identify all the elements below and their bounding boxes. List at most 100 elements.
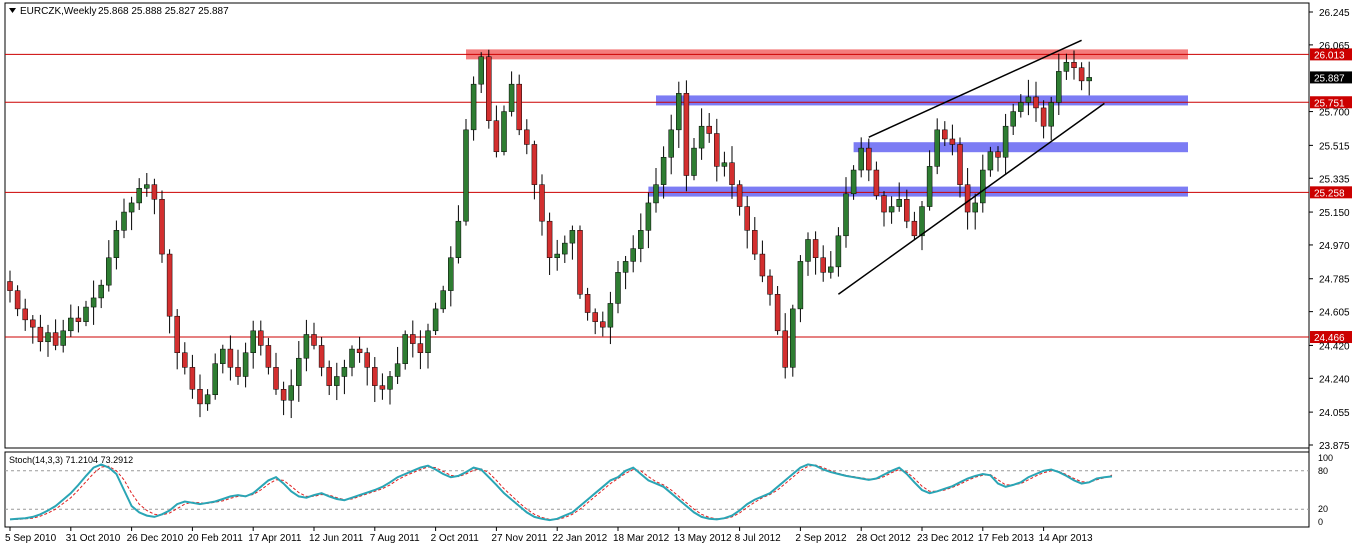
hline-label-0: 26.013 <box>1314 50 1345 61</box>
candle-bull <box>805 239 811 262</box>
candle-bull <box>212 363 218 396</box>
stoch-axis-label: 80 <box>1318 466 1328 476</box>
candle-bull <box>90 297 97 308</box>
main-chart-frame <box>4 2 1310 449</box>
hline-label-2: 25.258 <box>1314 188 1345 199</box>
x-tick-label: 17 Feb 2013 <box>978 533 1035 544</box>
candle-bull <box>896 199 902 207</box>
candle-bear <box>417 343 424 353</box>
candle-bull <box>1025 96 1032 103</box>
y-tick-label: 23.875 <box>1319 441 1350 452</box>
y-tick-label: 25.150 <box>1319 208 1350 219</box>
candle-bull <box>402 334 408 364</box>
zone-blue-3 <box>648 186 1188 197</box>
candle-bear <box>280 389 287 401</box>
candle-bull <box>501 111 507 153</box>
candle-bull <box>68 317 74 332</box>
candle-bear <box>904 199 910 222</box>
candle-bull <box>615 272 621 304</box>
x-tick-label: 26 Dec 2010 <box>127 533 184 544</box>
candle-bull <box>1086 77 1092 82</box>
hline-label-1: 25.751 <box>1314 98 1345 109</box>
y-tick-label: 24.240 <box>1319 374 1350 385</box>
candle-bear <box>752 230 758 255</box>
y-tick-label: 24.605 <box>1319 308 1350 319</box>
candle-bull <box>242 352 249 377</box>
candle-bear <box>197 389 203 405</box>
candle-bull <box>630 248 636 262</box>
candle-bear <box>30 319 36 328</box>
candle-bull <box>934 129 940 167</box>
candle-bull <box>440 290 446 310</box>
candle-bear <box>539 184 545 222</box>
candle-bull <box>797 261 804 310</box>
candle-bear <box>584 294 591 313</box>
candle-bear <box>964 184 971 213</box>
price-axis: 26.245 26.065 25.700 25.515 25.335 25.150 24.9… <box>1309 8 1350 452</box>
stoch-axis-label: 20 <box>1318 504 1328 514</box>
candle-bear <box>14 290 21 310</box>
candle-bear <box>356 348 363 353</box>
candle-bear <box>949 138 956 145</box>
candle-bull <box>508 83 515 112</box>
candle-bull <box>463 129 469 222</box>
candle-bear <box>736 184 743 207</box>
zone-blue-1 <box>656 95 1188 106</box>
dropdown-triangle-icon[interactable] <box>9 8 16 13</box>
candle-bear <box>706 125 712 134</box>
candle-bull <box>1010 111 1016 127</box>
candle-bear <box>52 332 59 346</box>
candle-bull <box>478 56 484 85</box>
stoch-main-line <box>9 463 1113 522</box>
candle-bull <box>645 202 652 231</box>
y-tick-label: 24.970 <box>1319 241 1350 252</box>
ohlc-readout: 25.868 25.888 25.827 25.887 <box>98 6 229 17</box>
time-axis: 5 Sep 2010 31 Oct 2010 26 Dec 2010 20 Feb 2… <box>5 527 1093 544</box>
candle-bull <box>455 220 462 258</box>
candle-bull <box>1048 102 1054 127</box>
candles-layer <box>7 49 1092 419</box>
candle-bull <box>121 211 127 231</box>
x-tick-label: 12 Jun 2011 <box>309 533 364 544</box>
candle-bear <box>995 151 1001 158</box>
candle-bull <box>220 348 226 364</box>
candle-bear <box>22 308 28 321</box>
trendlines-layer <box>837 39 1105 295</box>
zone-blue-2 <box>853 142 1188 153</box>
candle-bear <box>235 367 241 377</box>
candle-bear <box>182 352 188 368</box>
hline-label-bg-3 <box>1310 331 1352 344</box>
x-tick-label: 5 Sep 2010 <box>5 533 57 544</box>
candle-bear <box>379 385 386 390</box>
candle-bear <box>524 129 530 145</box>
candle-bear <box>774 294 781 332</box>
x-tick-label: 17 Apr 2011 <box>248 533 302 544</box>
candle-bear <box>159 199 165 255</box>
candle-bull <box>676 93 682 131</box>
candle-bear <box>364 352 370 368</box>
candle-bull <box>303 334 310 359</box>
candle-bear <box>683 93 690 176</box>
candle-bear <box>1033 96 1039 109</box>
candle-bull <box>349 348 355 368</box>
hline-label-bg-2 <box>1310 186 1352 199</box>
candle-bear <box>942 129 948 140</box>
candle-bear <box>1078 67 1085 82</box>
hline-label-bg-0 <box>1310 48 1352 61</box>
candle-bear <box>1040 107 1047 127</box>
candle-bull <box>926 166 933 207</box>
candle-bear <box>546 220 553 258</box>
candle-bull <box>919 206 925 237</box>
x-tick-label: 2 Sep 2012 <box>795 533 847 544</box>
trendline-1 <box>868 39 1082 138</box>
candle-bull <box>98 284 104 299</box>
candle-bull <box>835 235 842 268</box>
candle-bull <box>387 376 393 390</box>
symbol-label: EURCZK,Weekly <box>20 6 97 17</box>
candle-bull <box>691 147 697 176</box>
candle-bull <box>60 330 66 346</box>
candle-bull <box>828 266 834 273</box>
stoch-axis-label: 0 <box>1318 517 1323 527</box>
y-tick-label: 24.420 <box>1319 341 1350 352</box>
